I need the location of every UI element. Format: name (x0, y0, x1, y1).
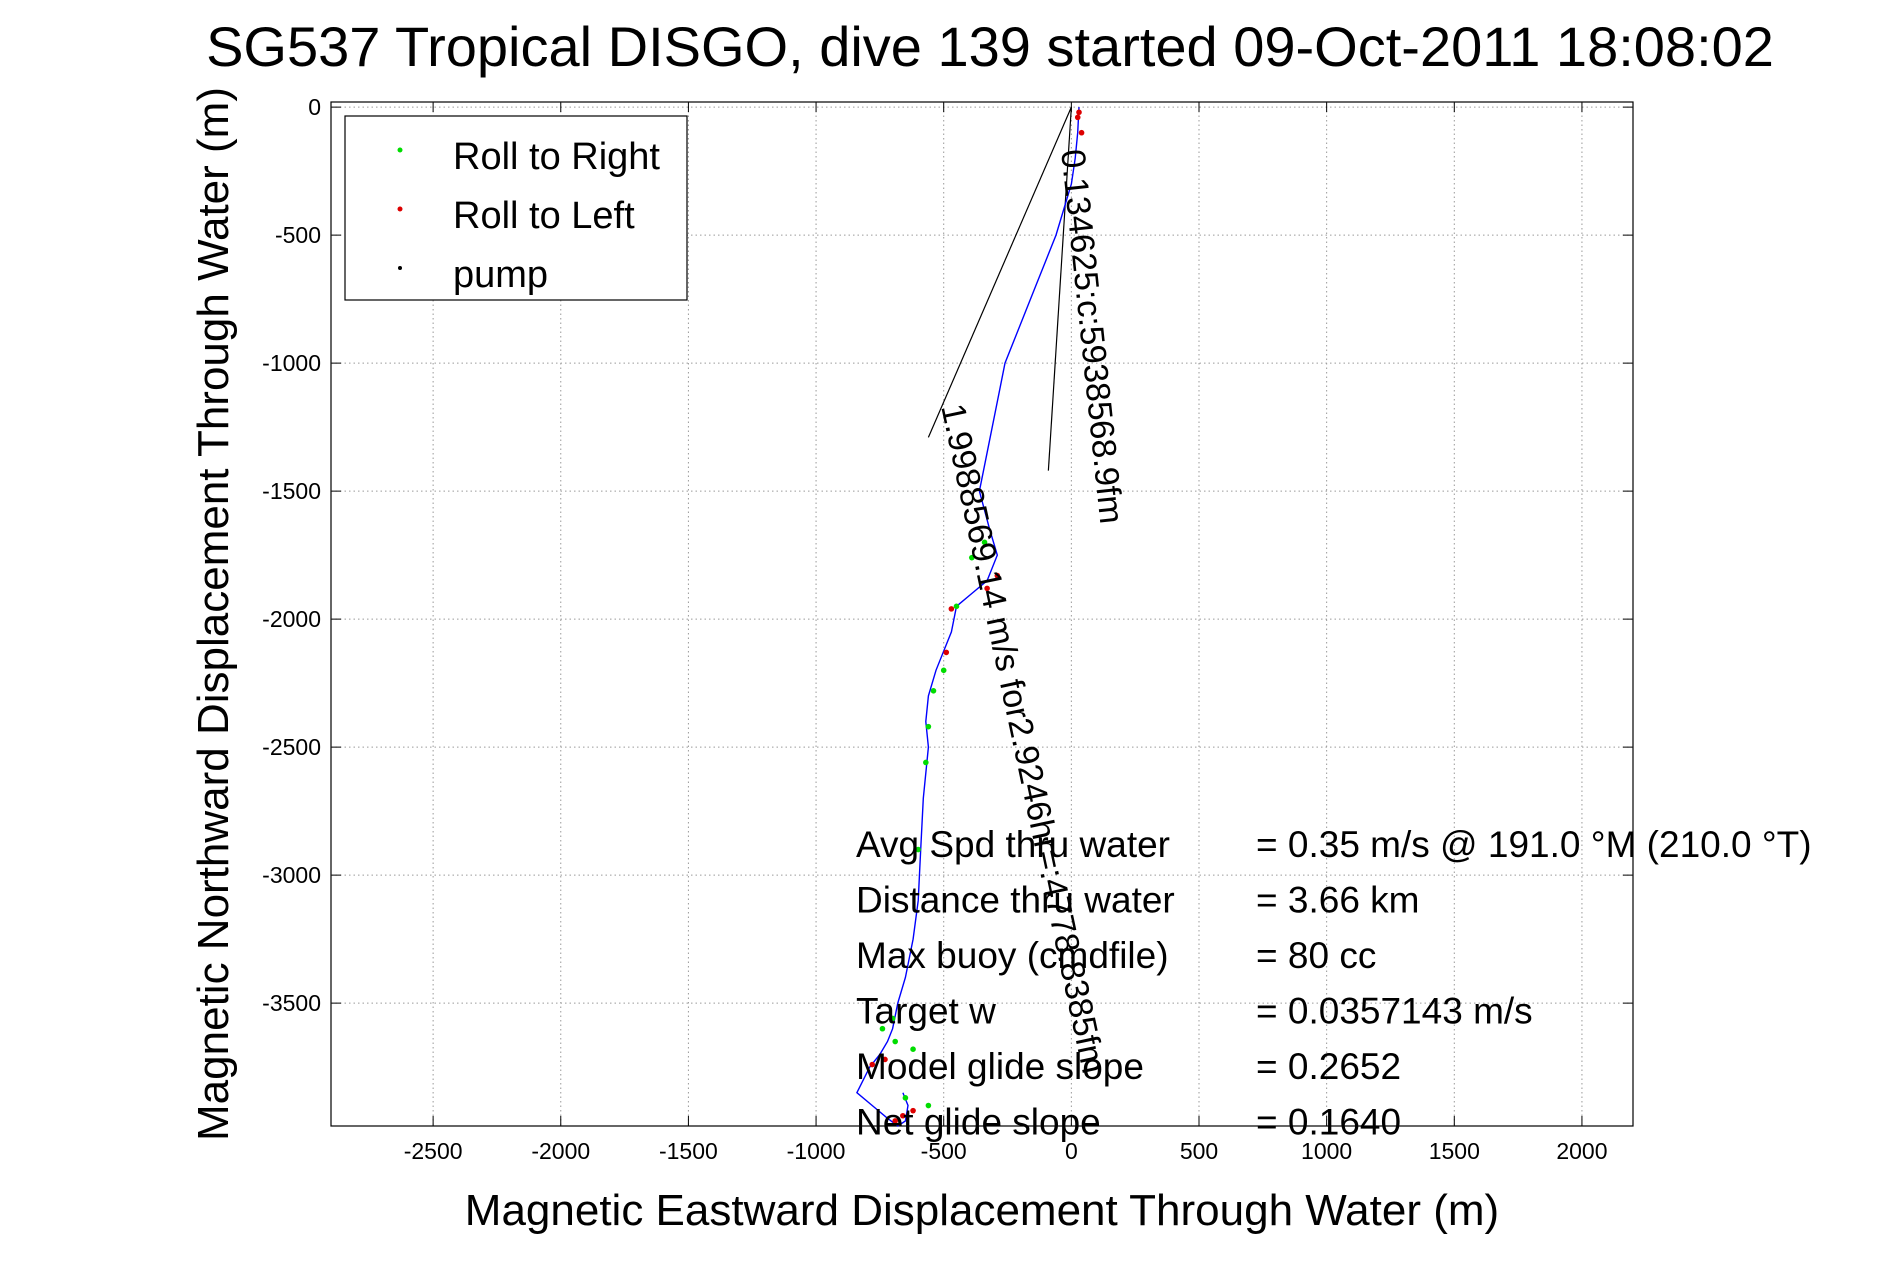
roll-left-point (1076, 109, 1082, 116)
legend-marker-roll-left (397, 206, 403, 212)
roll-left-point (869, 1061, 876, 1068)
x-axis-ticks: -2500 -2000 -1500 -1000 -500 0 500 1000 1500 2000 (404, 102, 1608, 1164)
roll-left-point (900, 1112, 906, 1119)
y-tick-label: -1000 (262, 350, 321, 376)
y-tick-label: 0 (308, 94, 321, 120)
roll-left-point (1078, 129, 1085, 136)
roll-right-point (889, 1015, 896, 1022)
roll-left-point (910, 1107, 916, 1114)
roll-right-point (940, 667, 947, 674)
stat-value: = 0.2652 (1256, 1046, 1401, 1087)
x-tick-label: 0 (1065, 1138, 1078, 1164)
x-tick-label: -500 (921, 1138, 967, 1164)
y-tick-label: -1500 (262, 478, 321, 504)
legend-label-roll-right: Roll to Right (453, 136, 660, 178)
roll-right-point (925, 1102, 932, 1109)
x-tick-label: -1000 (787, 1138, 846, 1164)
stat-value: = 0.0357143 m/s (1256, 991, 1533, 1032)
current-vector-line (927, 106, 1072, 438)
current-vectors (927, 106, 1072, 471)
y-tick-label: -3500 (262, 990, 321, 1016)
roll-right-point (892, 1038, 898, 1045)
x-tick-label: 1000 (1301, 1138, 1352, 1164)
stat-value: = 80 cc (1256, 935, 1376, 976)
roll-left-point (943, 649, 950, 656)
y-axis-label: Magnetic Northward Displacement Through … (189, 87, 238, 1141)
stat-value: = 0.1640 (1256, 1102, 1401, 1143)
roll-left-point (892, 1118, 898, 1124)
dive-track (856, 107, 1080, 1127)
x-axis-label: Magnetic Eastward Displacement Through W… (465, 1186, 1499, 1235)
roll-left-point (1074, 114, 1081, 121)
roll-right-point (968, 554, 975, 561)
x-tick-label: -1500 (659, 1138, 718, 1164)
legend-label-roll-left: Roll to Left (453, 195, 635, 237)
roll-right-point (902, 1095, 909, 1101)
roll-right-point (879, 1025, 886, 1032)
current-vector-line (1047, 107, 1072, 471)
legend-marker-pump (398, 266, 402, 270)
roll-right-point (910, 1046, 916, 1052)
legend-marker-roll-right (397, 147, 403, 153)
y-tick-label: -500 (275, 222, 321, 248)
x-tick-label: 1500 (1429, 1138, 1480, 1164)
roll-left-point (984, 585, 990, 592)
stat-label: Target w (856, 991, 996, 1032)
dive-statistics: Avg Spd thru water = 0.35 m/s @ 191.0 °M … (856, 824, 1812, 1143)
stat-label: Model glide slope (856, 1046, 1144, 1087)
legend-label-pump: pump (453, 254, 548, 296)
stat-label: Net glide slope (856, 1102, 1101, 1143)
stat-label: Distance thru water (856, 880, 1175, 921)
chart-title: SG537 Tropical DISGO, dive 139 started 0… (206, 15, 1774, 78)
y-tick-label: -2500 (262, 734, 321, 760)
roll-left-point (882, 1056, 888, 1063)
y-axis-ticks: 0 -500 -1000 -1500 -2000 -2500 -3000 -3500 (262, 94, 1633, 1016)
roll-left-point (994, 572, 1001, 579)
stat-label: Max buoy (cmdfile) (856, 935, 1169, 976)
roll-left-point (948, 606, 955, 612)
roll-points (869, 109, 1085, 1124)
legend: Roll to Right Roll to Left pump (344, 115, 688, 301)
roll-right-point (930, 688, 937, 694)
x-tick-label: -2000 (531, 1138, 590, 1164)
x-tick-label: 500 (1180, 1138, 1218, 1164)
stat-value: = 3.66 km (1256, 880, 1420, 921)
roll-right-point (953, 603, 960, 610)
stat-label: Avg Spd thru water (856, 824, 1170, 865)
grid (331, 102, 1633, 1126)
roll-right-point (925, 723, 932, 730)
roll-right-point (981, 539, 988, 546)
y-tick-label: -2000 (262, 606, 321, 632)
y-tick-label: -3000 (262, 862, 321, 888)
dive-track-line (856, 107, 1080, 1127)
roll-right-point (915, 846, 921, 853)
x-tick-label: -2500 (404, 1138, 463, 1164)
roll-right-point (923, 759, 929, 766)
stat-value: = 0.35 m/s @ 191.0 °M (210.0 °T) (1256, 824, 1812, 865)
x-tick-label: 2000 (1556, 1138, 1607, 1164)
